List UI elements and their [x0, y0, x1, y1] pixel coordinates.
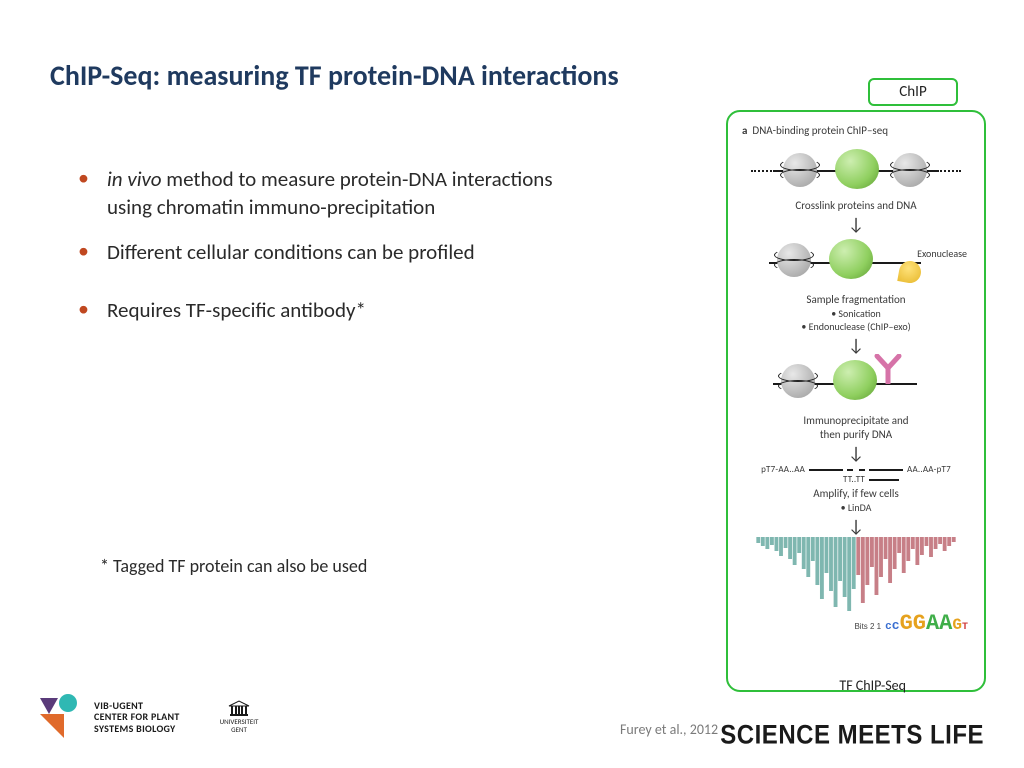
chip-seq-diagram: a DNA-binding protein ChIP–seq Crosslink… — [726, 110, 986, 692]
arrow-down-icon: ↓ — [848, 518, 864, 534]
step2-graphic: Exonuclease — [751, 233, 961, 291]
nucleosome-icon — [777, 243, 811, 277]
tf-protein-icon — [829, 239, 873, 279]
arrow-down-icon: ↓ — [848, 445, 864, 461]
diagram-top-label: ChIP — [868, 78, 958, 106]
ugent-logo: UNIVERSITEIT GENT — [220, 700, 259, 733]
diagram-step-1: Crosslink proteins and DNA ↓ — [738, 143, 974, 233]
tf-protein-icon — [835, 149, 879, 189]
diagram-header: a DNA-binding protein ChIP–seq — [742, 124, 888, 137]
step4-caption: Amplify, if few cells • LinDA — [813, 487, 899, 515]
logo-block: VIB-UGENTCENTER FOR PLANTSYSTEMS BIOLOGY… — [40, 694, 258, 740]
footnote: * Tagged TF protein can also be used — [100, 555, 367, 577]
nucleosome-icon — [783, 153, 817, 187]
bullet-dot-icon: • — [78, 238, 89, 264]
step1-graphic — [751, 143, 961, 197]
arrow-down-icon: ↓ — [848, 216, 864, 232]
bits-label: Bits 2 1 — [854, 622, 881, 631]
diagram-bottom-label: TF ChIP-Seq — [839, 677, 906, 694]
diagram-step-4: pT7-AA..AA AA..AA-pT7 TT..TT Amplify, if… — [738, 462, 974, 535]
step1-caption: Crosslink proteins and DNA — [795, 199, 916, 213]
diagram-header-text: DNA-binding protein ChIP–seq — [752, 124, 888, 137]
bullet-item: • Requires TF-specific antibody* — [78, 296, 598, 324]
bullet-item: • Different cellular conditions can be pr… — [78, 238, 598, 266]
ugent-building-icon — [228, 700, 250, 718]
bullet-list: • in vivo method to measure protein-DNA i… — [78, 165, 598, 340]
tf-protein-icon — [833, 360, 877, 400]
nucleosome-icon — [781, 364, 815, 398]
tagline: SCIENCE MEETS LIFE — [720, 721, 984, 752]
bullet-item: • in vivo method to measure protein-DNA i… — [78, 165, 598, 222]
slide-title: ChIP-Seq: measuring TF protein-DNA inter… — [50, 58, 619, 93]
bullet-text: Different cellular conditions can be pro… — [107, 238, 598, 266]
antibody-icon — [873, 354, 903, 384]
nucleosome-icon — [893, 153, 927, 187]
citation: Furey et al., 2012 — [620, 721, 718, 738]
step3-caption: Immunoprecipitate andthen purify DNA — [803, 414, 908, 442]
step2-caption: Sample fragmentation • Sonication • Endo… — [801, 293, 910, 334]
vib-text: VIB-UGENTCENTER FOR PLANTSYSTEMS BIOLOGY — [94, 700, 180, 735]
bullet-dot-icon: • — [78, 296, 89, 322]
arrow-down-icon: ↓ — [848, 337, 864, 353]
step3-graphic — [751, 354, 961, 412]
diagram-step-2: Exonuclease Sample fragmentation • Sonic… — [738, 233, 974, 354]
peak-plot — [756, 537, 956, 615]
diagram-step-3: Immunoprecipitate andthen purify DNA ↓ — [738, 354, 974, 462]
diagram-header-prefix: a — [742, 124, 747, 137]
bullet-text: Requires TF-specific antibody* — [107, 296, 598, 324]
vib-ugent-logo: VIB-UGENTCENTER FOR PLANTSYSTEMS BIOLOGY — [40, 694, 180, 740]
vib-glyph-icon — [40, 694, 86, 740]
adapter-row-2: TT..TT — [813, 474, 899, 485]
bullet-dot-icon: • — [78, 165, 89, 191]
bullet-text: in vivo method to measure protein-DNA in… — [107, 165, 598, 222]
exonuclease-label: Exonuclease — [917, 247, 967, 260]
